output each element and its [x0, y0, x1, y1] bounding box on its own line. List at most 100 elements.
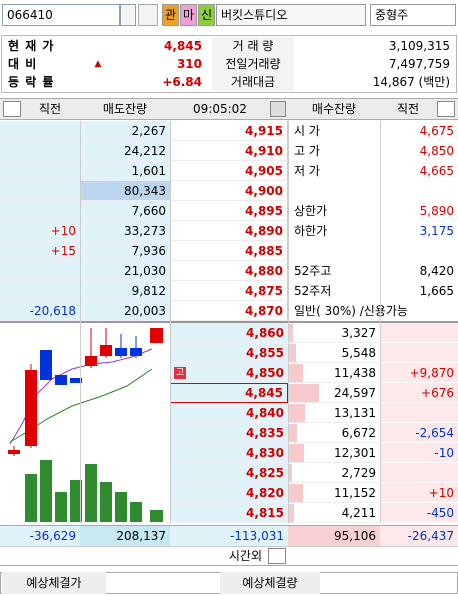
info-value: 4,675 — [419, 124, 454, 138]
ask-price: 4,915 — [170, 121, 288, 141]
bid-price: 4,820 — [170, 483, 288, 503]
candle — [70, 378, 82, 383]
nav-button[interactable] — [437, 101, 455, 117]
candle — [85, 356, 97, 366]
net-total: -113,031 — [170, 525, 288, 546]
bid-change: +10 — [380, 483, 458, 503]
ask-volume: 7,936 — [80, 241, 170, 261]
bid-volume-bar — [289, 384, 319, 402]
bid-change — [380, 323, 458, 343]
footer-label: 예상체결량 — [220, 572, 320, 594]
bid-volume: 11,438 — [288, 363, 380, 383]
ask-change-cell: -20,618 — [0, 301, 80, 321]
ask-price: 4,885 — [170, 241, 288, 261]
footer-label: 예상체결가 — [2, 572, 106, 594]
bid-price: 4,825 — [170, 463, 288, 483]
ask-volume: 9,812 — [80, 281, 170, 301]
bid-volume-total: 95,106 — [288, 525, 380, 546]
sector: 중형주 — [370, 4, 456, 26]
summary-value: 4,845 — [164, 39, 202, 53]
toolbar-button[interactable]: 신 — [198, 4, 215, 26]
settings-button[interactable] — [270, 101, 286, 117]
ask-change-cell — [0, 201, 80, 221]
summary-label: 등 락 률 — [8, 75, 55, 89]
bid-volume: 4,211 — [288, 503, 380, 523]
bid-volume-bar — [289, 364, 303, 382]
ask-change-cell — [0, 281, 80, 301]
header-row — [0, 98, 458, 120]
header-label: 매수잔량 — [311, 102, 357, 116]
ask-volume-total: 208,137 — [80, 525, 170, 546]
column-divider — [380, 121, 381, 523]
search-button[interactable] — [138, 4, 158, 26]
candle — [130, 348, 142, 356]
summary-label: 거 래 량 — [212, 37, 294, 55]
info-label: 일반( 30%) /신용가능 — [294, 304, 408, 318]
bid-price: 4,845 — [170, 383, 288, 403]
ask-change-cell — [0, 161, 80, 181]
bid-change — [380, 343, 458, 363]
candle — [55, 375, 67, 385]
summary-value: 7,497,759 — [388, 57, 450, 71]
candle — [40, 350, 52, 380]
toolbar-button[interactable]: 마 — [180, 4, 197, 26]
bid-price: 4,850 — [170, 363, 288, 383]
ask-volume: 24,212 — [80, 141, 170, 161]
candle — [8, 450, 20, 454]
summary-value: 310 — [176, 57, 202, 71]
bid-volume: 13,131 — [288, 403, 380, 423]
high-marker: 고 — [174, 367, 186, 379]
info-label: 고 가 — [294, 144, 320, 158]
info-label: 상한가 — [294, 204, 328, 218]
bid-change: -2,654 — [380, 423, 458, 443]
summary-label: 거래대금 — [212, 73, 294, 91]
bid-volume-bar — [289, 404, 305, 422]
header-label: 09:05:02 — [193, 102, 247, 116]
info-label: 52주고 — [294, 264, 332, 278]
ask-price: 4,895 — [170, 201, 288, 221]
ask-price: 4,875 — [170, 281, 288, 301]
candle — [150, 328, 163, 343]
code-input[interactable]: 066410 — [2, 4, 120, 26]
ask-change-cell — [0, 121, 80, 141]
column-divider — [170, 121, 171, 523]
ask-volume: 1,601 — [80, 161, 170, 181]
ask-volume: 33,273 — [80, 221, 170, 241]
info-label: 저 가 — [294, 164, 320, 178]
bid-volume-bar — [289, 484, 303, 502]
nav-button[interactable] — [268, 548, 286, 564]
nav-button[interactable] — [3, 101, 21, 117]
bid-volume: 11,152 — [288, 483, 380, 503]
ask-volume: 21,030 — [80, 261, 170, 281]
bid-volume: 5,548 — [288, 343, 380, 363]
toolbar-button[interactable]: 관 — [162, 4, 179, 26]
ask-change-cell: +15 — [0, 241, 80, 261]
info-label: 하한가 — [294, 224, 328, 238]
ask-price: 4,870 — [170, 301, 288, 321]
info-value: 4,850 — [419, 144, 454, 158]
mini-chart — [8, 328, 163, 522]
ask-change-cell — [0, 261, 80, 281]
bid-price: 4,830 — [170, 443, 288, 463]
bid-volume-bar — [289, 424, 298, 442]
ask-change-cell — [0, 141, 80, 161]
info-value: 3,175 — [419, 224, 454, 238]
bid-price: 4,840 — [170, 403, 288, 423]
ask-price: 4,910 — [170, 141, 288, 161]
bid-change — [380, 463, 458, 483]
bid-volume-bar — [289, 444, 304, 462]
dropdown-button[interactable] — [120, 4, 136, 26]
ask-volume: 80,343 — [80, 181, 170, 201]
summary-value: +6.84 — [162, 75, 202, 89]
candle — [115, 348, 127, 356]
info-label: 52주저 — [294, 284, 332, 298]
ask-price: 4,905 — [170, 161, 288, 181]
bid-price: 4,815 — [170, 503, 288, 523]
info-value: 4,665 — [419, 164, 454, 178]
summary-label: 대 비 — [8, 57, 38, 71]
bid-volume: 6,672 — [288, 423, 380, 443]
ask-change-cell: +10 — [0, 221, 80, 241]
ask-volume: 20,003 — [80, 301, 170, 321]
